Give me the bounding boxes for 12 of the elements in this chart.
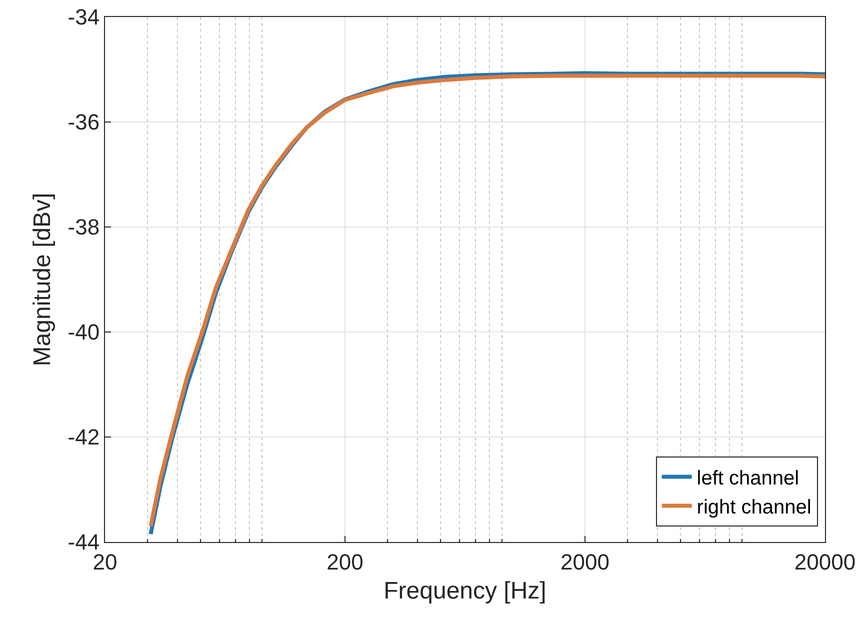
x-tick-label: 200 <box>326 549 364 574</box>
y-tick-label: -42 <box>68 424 100 450</box>
y-tick-label: -38 <box>68 214 100 240</box>
x-axis-title: Frequency [Hz] <box>384 578 546 605</box>
legend-label: right channel <box>696 496 812 519</box>
y-tick-label: -40 <box>68 320 100 345</box>
y-axis-title: Magnitude [dBv] <box>28 192 56 366</box>
x-tick-label: 20000 <box>794 549 856 574</box>
y-tick-label: -34 <box>68 4 100 30</box>
legend-label: left channel <box>696 468 800 490</box>
x-tick-label: 2000 <box>560 549 610 574</box>
y-tick-label: -36 <box>68 110 100 135</box>
